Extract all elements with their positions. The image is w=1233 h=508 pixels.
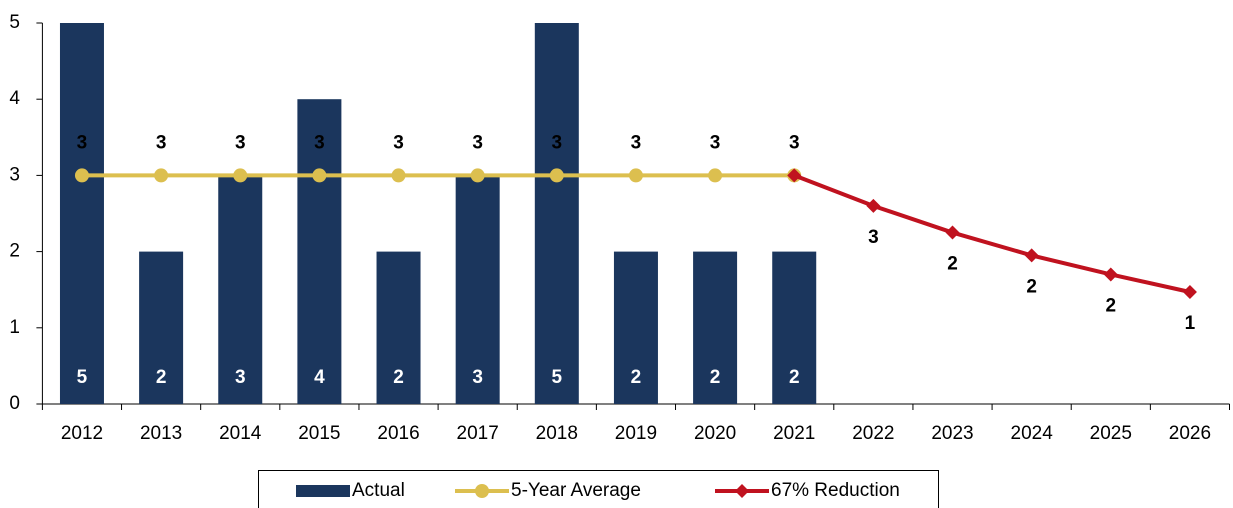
bar-label: 2 [789,367,800,388]
marker [154,168,169,183]
legend-marker [475,484,489,498]
marker [1182,284,1197,299]
data-label: 3 [77,132,88,153]
y-tick-label: 4 [9,88,20,109]
bar-label: 5 [552,367,563,388]
marker [391,168,406,183]
bar [59,23,104,404]
marker [312,168,327,183]
data-label: 3 [235,132,246,153]
x-tick-label: 2013 [140,423,182,444]
y-tick-label: 5 [9,12,20,33]
data-label: 3 [314,132,325,153]
bar-label: 4 [314,367,325,388]
data-label: 3 [552,132,563,153]
x-tick-label: 2018 [536,423,578,444]
data-label: 3 [472,132,483,153]
legend-swatch [296,485,350,497]
data-label: 2 [1106,295,1117,316]
x-tick-label: 2020 [694,423,736,444]
x-tick-label: 2012 [61,423,103,444]
marker [74,168,89,183]
bar-label: 2 [393,367,404,388]
bar [613,251,658,404]
bar [139,251,184,404]
x-tick-label: 2021 [773,423,815,444]
bar [376,251,421,404]
x-tick-label: 2022 [852,423,894,444]
data-label: 2 [947,254,958,275]
x-tick-label: 2019 [615,423,657,444]
marker [1024,248,1039,263]
data-label: 3 [393,132,404,153]
x-tick-label: 2015 [298,423,340,444]
legend-box [258,470,939,508]
y-tick-label: 1 [9,317,20,338]
marker [470,168,485,183]
bar-label: 2 [631,367,642,388]
marker [787,168,802,183]
marker [945,225,960,240]
marker [549,168,564,183]
bar [772,251,817,404]
marker [708,168,723,183]
x-tick-label: 2016 [377,423,419,444]
marker [233,168,248,183]
data-label: 3 [156,132,167,153]
bar-label: 2 [156,367,167,388]
bar-label: 3 [235,367,246,388]
marker [866,198,881,213]
bar-label: 3 [472,367,483,388]
legend-label: 5-Year Average [511,480,641,501]
data-label: 3 [868,227,879,248]
bar [455,175,500,404]
x-tick-label: 2017 [457,423,499,444]
data-label: 3 [631,132,642,153]
y-tick-label: 3 [9,164,20,185]
bar-label: 2 [710,367,721,388]
data-label: 3 [710,132,721,153]
x-tick-label: 2024 [1011,423,1054,444]
y-tick-label: 0 [9,393,20,414]
legend-marker [735,484,749,498]
bar-label: 5 [77,367,88,388]
bar [297,99,342,404]
marker [1103,267,1118,282]
data-label: 3 [789,132,800,153]
line [793,173,1191,294]
x-tick-label: 2025 [1090,423,1132,444]
bar [534,23,579,404]
y-tick-label: 2 [9,241,20,262]
data-label: 1 [1185,313,1196,334]
x-tick-label: 2026 [1169,423,1211,444]
legend-label: Actual [352,480,405,501]
bar [218,175,263,404]
legend-label: 67% Reduction [771,480,900,501]
marker [628,168,643,183]
bar [693,251,738,404]
x-tick-label: 2023 [931,423,973,444]
data-label: 2 [1026,276,1037,297]
x-tick-label: 2014 [219,423,262,444]
